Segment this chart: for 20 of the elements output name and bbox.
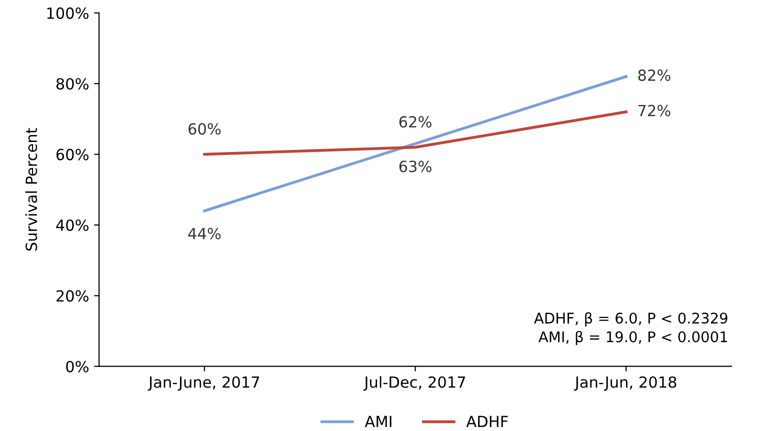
y-tick-label: 0% bbox=[66, 360, 88, 372]
y-tick-label: 60% bbox=[56, 148, 88, 160]
y-axis-title: Survival Percent bbox=[25, 128, 38, 251]
x-tick-label: Jul-Dec, 2017 bbox=[363, 376, 466, 391]
data-label: 44% bbox=[188, 228, 221, 240]
data-label: 82% bbox=[638, 69, 670, 81]
y-tick-label: 100% bbox=[47, 7, 88, 19]
x-tick-label: Jan-Jun, 2018 bbox=[574, 376, 676, 391]
data-label: 62% bbox=[399, 116, 432, 128]
annotation: AMI, β = 19.0, P < 0.0001 bbox=[538, 330, 728, 346]
legend-label: ADHF bbox=[466, 416, 508, 428]
annotation: ADHF, β = 6.0, P < 0.2329 bbox=[534, 312, 728, 326]
y-tick-label: 40% bbox=[56, 219, 88, 232]
data-label: 72% bbox=[638, 104, 670, 116]
data-label: 60% bbox=[188, 123, 221, 135]
y-tick-label: 20% bbox=[56, 290, 88, 302]
y-tick-label: 80% bbox=[56, 78, 88, 90]
x-tick-label: Jan-June, 2017 bbox=[148, 376, 260, 391]
data-label: 63% bbox=[399, 160, 432, 172]
legend-label: AMI bbox=[364, 416, 392, 428]
